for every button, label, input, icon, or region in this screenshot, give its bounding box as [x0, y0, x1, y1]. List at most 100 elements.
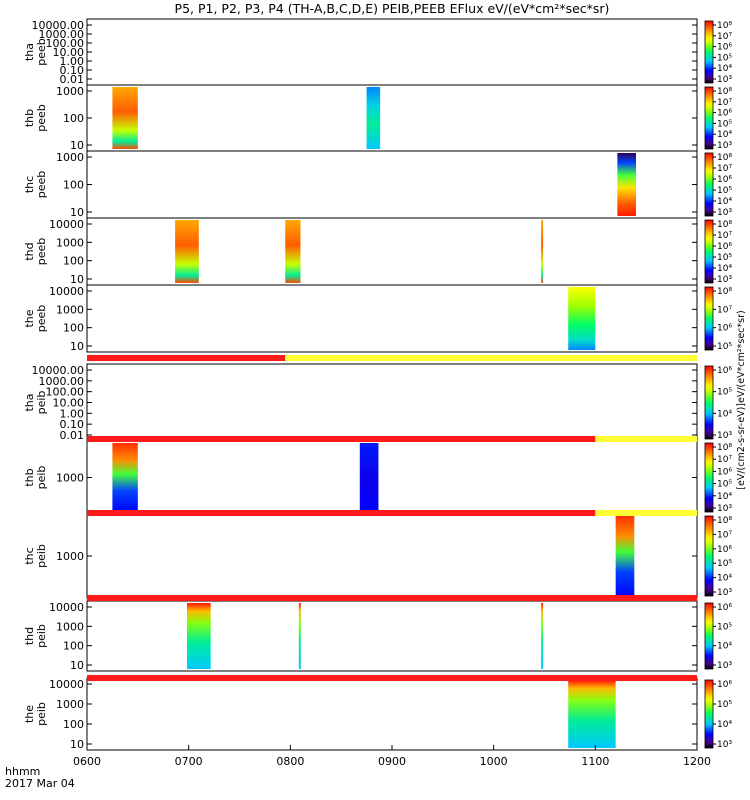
y-tick-label: 1000 — [56, 303, 84, 316]
panel-frame — [86, 513, 698, 599]
colorbar-tick-label: 10³ — [717, 141, 732, 151]
colorbar-tick-label: 10⁷ — [717, 98, 732, 108]
colorbar-tick-label: 10⁶ — [717, 603, 732, 613]
y-tick-label: 10000 — [49, 678, 84, 691]
x-label-line2: 2017 Mar 04 — [5, 777, 75, 790]
panel-label: thbpeib — [23, 466, 48, 490]
y-tick-label: 10000 — [49, 218, 84, 231]
x-tick-label: 0800 — [276, 755, 304, 768]
panel-frame — [86, 440, 698, 515]
panel-probe-label: the — [23, 705, 36, 723]
colorbar-tick-label: 10⁸ — [717, 287, 732, 297]
y-tick-label: 1000 — [56, 550, 84, 563]
panel-label: thbpeeb — [23, 104, 48, 132]
panel-thb-peib: 1000 thbpeib 10⁸ 10⁷ 10⁶ 10⁵ 10⁴ 10³ — [23, 440, 732, 515]
spectrogram-block — [568, 287, 596, 350]
y-tick-label: 10000 — [49, 601, 84, 614]
colorbar-tick-label: 10⁷ — [717, 455, 732, 465]
y-tick-label: 0.10 — [60, 64, 85, 77]
status-segment — [87, 675, 697, 681]
y-tick-label: 1000 — [56, 620, 84, 633]
spectrogram-block — [285, 220, 301, 283]
x-tick-label: 0900 — [378, 755, 406, 768]
y-tick-label: 1000 — [56, 151, 84, 164]
colorbar-tick-label: 10⁷ — [717, 305, 732, 315]
panel-thc-peib: 1000 thcpeib 10⁸ 10⁷ 10⁶ 10⁵ 10⁴ 10³ — [23, 513, 732, 599]
panel-probe-label: thb — [23, 468, 36, 486]
y-tick-label: 100.00 — [46, 386, 85, 399]
colorbar-tick-label: 10⁵ — [717, 480, 732, 490]
colorbar-tick-label: 10⁴ — [717, 720, 732, 730]
colorbar-tick-label: 10⁴ — [717, 574, 732, 584]
y-tick-label: 10 — [70, 340, 84, 353]
x-tick-label: 1200 — [683, 755, 711, 768]
panel-label: thcpeib — [23, 544, 48, 568]
y-tick-label: 10.00 — [53, 46, 85, 59]
colorbar-tick-label: 10⁶ — [717, 242, 732, 252]
colorbar-tick-label: 10⁶ — [717, 109, 732, 119]
colorbar — [704, 515, 714, 597]
spectrogram-block — [175, 220, 199, 283]
y-tick-label: 1000.00 — [39, 28, 85, 41]
panel-probe-label: thd — [23, 242, 36, 260]
colorbar-tick-label: 10⁸ — [717, 516, 732, 526]
colorbar — [704, 152, 714, 217]
panel-thd-peib: 10000 1000 100 10 thdpeib 10⁶ 10⁵ 10⁴ 10³ — [23, 600, 732, 672]
colorbar-tick-label: 10³ — [717, 504, 732, 514]
spectrogram-block — [112, 87, 138, 149]
y-tick-label: 1.00 — [60, 407, 85, 420]
colorbar-tick-label: 10⁵ — [717, 700, 732, 710]
colorbar — [704, 286, 714, 351]
colorbar-tick-label: 10³ — [717, 431, 732, 441]
spectrogram-block — [366, 87, 381, 149]
colorbar-tick-label: 10⁷ — [717, 164, 732, 174]
colorbar — [704, 20, 714, 84]
y-tick-label: 100.00 — [46, 37, 85, 50]
status-segment — [87, 436, 596, 442]
colorbar-tick-label: 10³ — [717, 208, 732, 218]
panel-species-label: peib — [35, 544, 48, 568]
colorbar-tick-label: 10⁷ — [717, 231, 732, 241]
status-segment — [595, 510, 697, 516]
panel-species-label: peeb — [35, 171, 48, 199]
panel-species-label: peib — [35, 391, 48, 415]
y-tick-label: 10000.00 — [32, 19, 85, 32]
y-tick-label: 0.01 — [60, 429, 85, 442]
colorbar-tick-label: 10³ — [717, 661, 732, 671]
colorbar-tick-label: 10⁴ — [717, 130, 732, 140]
colorbar-tick-label: 10⁶ — [717, 324, 732, 334]
status-segment — [87, 355, 286, 361]
spectrogram-block — [568, 680, 616, 748]
x-label-line1: hhmm — [5, 765, 40, 778]
panel-probe-label: thc — [23, 176, 36, 193]
panel-the-peeb: 10000 1000 100 10 thepeeb 10⁸ 10⁷ 10⁶ 10⁵ — [23, 284, 732, 353]
panel-species-label: peeb — [35, 238, 48, 266]
colorbar-tick-label: 10³ — [717, 275, 732, 285]
y-tick-label: 100 — [63, 322, 84, 335]
status-bar — [87, 595, 697, 601]
status-bar — [87, 436, 697, 442]
panel-group: 10000.001000.00100.0010.001.000.100.01th… — [23, 18, 732, 751]
spectrogram-block — [541, 603, 544, 669]
panel-species-label: peeb — [35, 104, 48, 132]
panel-species-label: peeb — [35, 38, 48, 66]
colorbar-tick-label: 10⁴ — [717, 492, 732, 502]
status-segment — [87, 595, 697, 601]
y-tick-label: 100 — [63, 112, 84, 125]
colorbar — [704, 679, 714, 749]
spectrogram-block — [359, 443, 379, 512]
panel-frame — [86, 284, 698, 353]
panel-frame — [86, 84, 698, 152]
y-tick-label: 1000 — [56, 472, 84, 485]
y-tick-label: 1000 — [56, 236, 84, 249]
y-tick-label: 100 — [63, 718, 84, 731]
panel-label: thapeib — [23, 391, 48, 415]
panel-probe-label: tha — [23, 43, 36, 61]
colorbar-tick-label: 10⁷ — [717, 32, 732, 42]
spectrogram-block — [186, 603, 211, 669]
panel-label: thdpeib — [23, 624, 48, 648]
colorbar-tick-label: 10⁵ — [717, 186, 732, 196]
